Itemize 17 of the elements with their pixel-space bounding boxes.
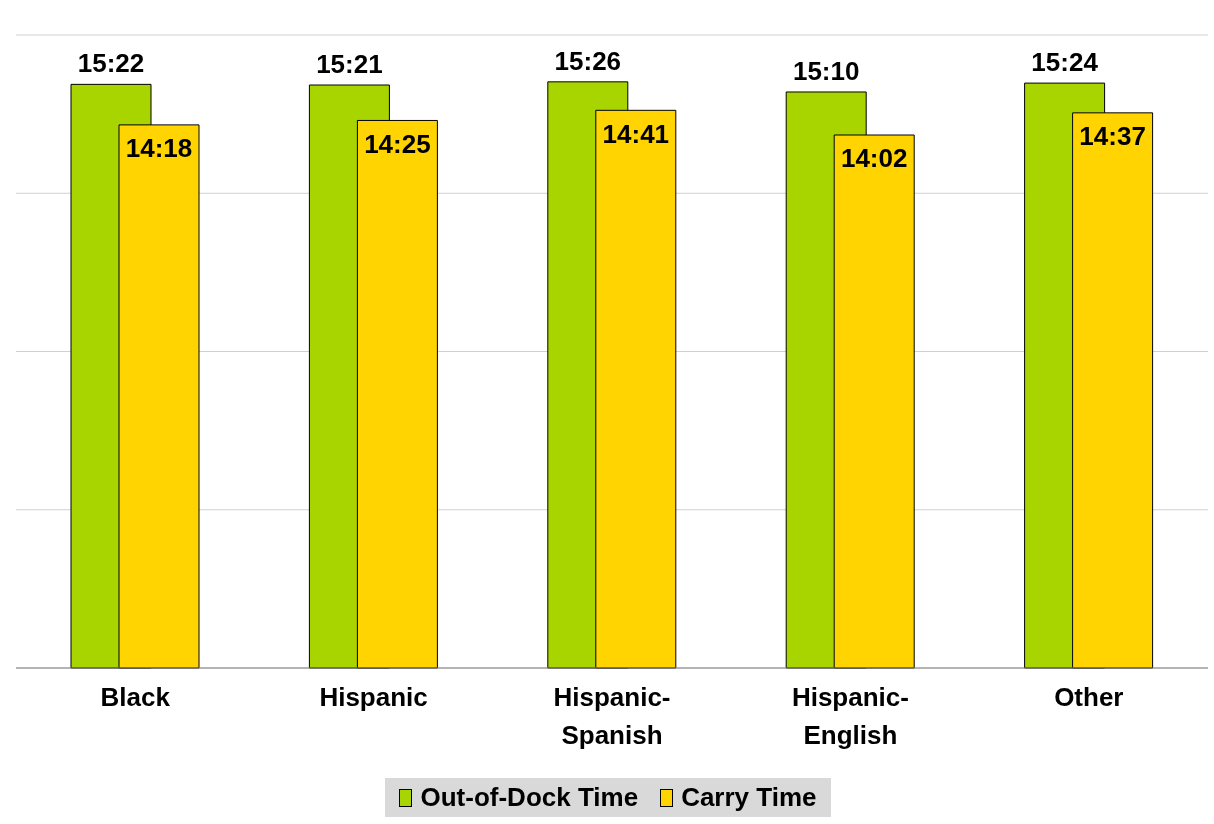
x-tick-label: Hispanic-Spanish: [553, 682, 671, 750]
x-tick-label: Other: [1054, 682, 1124, 712]
legend-label: Carry Time: [680, 782, 817, 813]
data-label: 15:22: [77, 48, 145, 79]
data-label: 14:25: [364, 128, 431, 159]
x-tick-label: Black: [100, 682, 171, 712]
legend-label: Out-of-Dock Time: [419, 782, 639, 813]
data-label: 15:24: [1031, 47, 1099, 78]
data-label: 14:41: [602, 118, 670, 149]
data-label: 14:18: [125, 133, 193, 164]
x-tick-label: Hispanic-English: [791, 682, 909, 750]
x-tick-label: Hispanic: [319, 682, 428, 712]
data-label: 15:10: [792, 55, 860, 86]
data-label: 15:26: [554, 45, 622, 76]
data-label: 14:02: [840, 143, 908, 174]
data-label: 15:21: [316, 49, 383, 80]
data-label: 14:37: [1079, 121, 1146, 152]
